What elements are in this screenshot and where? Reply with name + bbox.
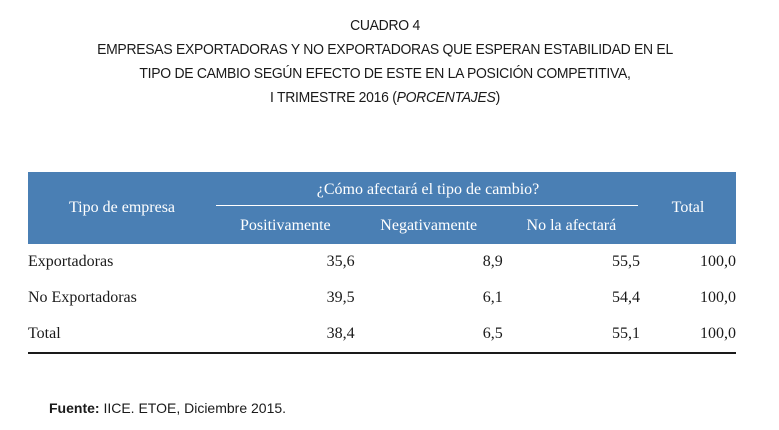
header-group-divider [216,205,638,206]
cell-total: 100,0 [700,253,736,270]
header-no-la-afectara: No la afectará [502,208,640,244]
header-group-como-afectara: ¿Cómo afectará el tipo de cambio? [216,172,640,208]
cell-positivamente: 39,5 [326,289,355,306]
data-table: Tipo de empresa ¿Cómo afectará el tipo d… [28,172,736,354]
row-label: Exportadoras [28,253,114,270]
title-line-4-italic: PORCENTAJES [396,89,496,106]
header-positivamente: Positivamente [216,208,355,244]
cell-negativamente: 6,5 [354,316,503,354]
source-label: Fuente: [49,400,100,416]
header-group-label: ¿Cómo afectará el tipo de cambio? [316,181,540,198]
row-label: No Exportadoras [28,289,137,306]
title-line-2: EMPRESAS EXPORTADORAS Y NO EXPORTADORAS … [97,41,673,58]
cell-no-la-afectara: 55,1 [502,316,640,354]
cell-total: 100,0 [640,316,736,354]
table-body: Exportadoras 35,6 8,9 55,5 100,0 No Expo… [28,244,736,354]
header-tipo-empresa: Tipo de empresa [28,172,216,244]
cell-no-la-afectara: 54,4 [612,289,640,306]
cell-negativamente: 8,9 [482,253,503,270]
cell-total: 100,0 [700,289,736,306]
header-negativamente: Negativamente [354,208,503,244]
cell-negativamente: 6,1 [482,289,503,306]
source-note: Fuente: IICE. ETOE, Diciembre 2015. [49,400,286,416]
cell-no-la-afectara: 55,5 [612,253,640,270]
table-row: Exportadoras 35,6 8,9 55,5 100,0 [28,244,736,280]
row-label: Total [28,316,216,354]
table-header: Tipo de empresa ¿Cómo afectará el tipo d… [28,172,736,244]
title-line-4-main: I TRIMESTRE 2016 ( [270,89,397,106]
title-line-3: TIPO DE CAMBIO SEGÚN EFECTO DE ESTE EN L… [139,65,631,82]
table-row: No Exportadoras 39,5 6,1 54,4 100,0 [28,280,736,316]
cell-positivamente: 38,4 [216,316,355,354]
cell-positivamente: 35,6 [326,253,355,270]
title-line-4: I TRIMESTRE 2016 (PORCENTAJES) [27,86,743,110]
title-line-4-end: ) [495,89,501,106]
source-text: IICE. ETOE, Diciembre 2015. [99,400,287,416]
table-title: CUADRO 4 EMPRESAS EXPORTADORAS Y NO EXPO… [27,14,743,110]
title-line-1: CUADRO 4 [350,17,420,34]
table-row: Total 38,4 6,5 55,1 100,0 [28,316,736,354]
header-total: Total [640,172,736,244]
